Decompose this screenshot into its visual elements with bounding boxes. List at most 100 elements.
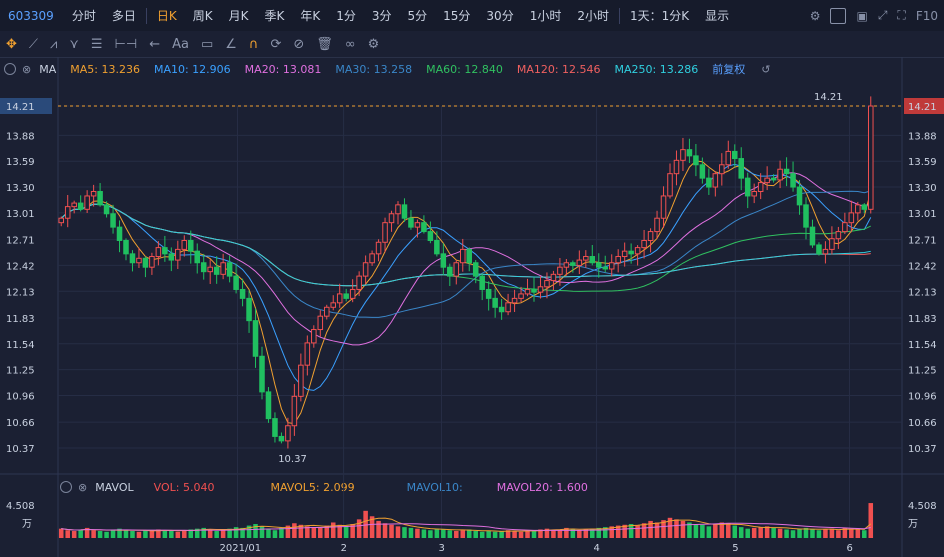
volume-bar: [622, 524, 627, 538]
tab-1hour[interactable]: 1小时: [529, 9, 562, 23]
volume-bar: [285, 525, 291, 538]
tab-3min[interactable]: 3分: [371, 9, 392, 23]
draw-settings-icon[interactable]: ⚙: [367, 36, 380, 52]
arrow-tool-icon[interactable]: ←: [149, 36, 161, 52]
tab-weekly-k[interactable]: 周K: [192, 9, 213, 23]
candle-body: [136, 257, 142, 264]
candle-body: [252, 320, 259, 357]
vol-close-icon[interactable]: ⊗: [78, 480, 88, 494]
volume-bar: [318, 527, 323, 538]
magnet-icon[interactable]: ∩: [248, 36, 259, 52]
tab-daily-k[interactable]: 日K: [156, 9, 177, 23]
candle-body: [842, 222, 848, 233]
candle-body: [246, 297, 252, 322]
volume-bar: [389, 524, 394, 538]
y-tick-label-left: 11.83: [6, 314, 35, 325]
candle-body: [226, 262, 233, 277]
checkbox-icon[interactable]: [830, 7, 847, 24]
volume-bar: [784, 529, 789, 538]
vol-title: MAVOL: [95, 480, 134, 494]
screenshot-icon[interactable]: ▣: [856, 8, 868, 23]
display-menu[interactable]: 显示: [705, 9, 730, 23]
volume-bar: [538, 529, 543, 538]
tab-2hour[interactable]: 2小时: [577, 9, 609, 23]
ma-close-icon[interactable]: ⊗: [22, 62, 32, 76]
candle-body: [660, 195, 667, 219]
candle-body: [220, 262, 226, 275]
candle-body: [712, 173, 719, 188]
volume-bar: [395, 526, 401, 538]
settings-gear-icon[interactable]: ⚙: [809, 8, 821, 23]
candle-body: [550, 273, 557, 282]
candle-body: [343, 293, 349, 299]
wave-tool-icon[interactable]: ⋎: [69, 36, 79, 52]
tab-multiday[interactable]: 多日: [111, 9, 136, 23]
expand-icon[interactable]: ⤢: [877, 8, 888, 22]
hide-icon[interactable]: ⊘: [293, 36, 305, 52]
volume-bar: [311, 527, 317, 538]
candle-body: [375, 241, 382, 255]
price-axis: 14.21 14.21 13.88 13.88 13.59 13.59 13.30 13.30…: [0, 92, 944, 554]
volume-bar: [182, 530, 187, 538]
candle-body: [576, 259, 583, 266]
stock-code[interactable]: 603309: [8, 8, 54, 23]
tab-1min[interactable]: 1分: [336, 9, 356, 23]
mavol5-label: MAVOL5: 2.099: [270, 480, 355, 494]
trash-icon[interactable]: 🗑: [316, 36, 333, 52]
candle-body: [213, 266, 220, 275]
tab-monthly-k[interactable]: 月K: [228, 9, 249, 23]
vol-axis-unit-right: 万: [908, 519, 918, 530]
candle-body: [285, 425, 291, 442]
vol-settings-icon[interactable]: [60, 481, 72, 493]
tab-30min[interactable]: 30分: [486, 9, 514, 23]
candle-body: [757, 182, 764, 192]
ma-settings-icon[interactable]: [4, 63, 16, 75]
volume-bar: [117, 528, 122, 538]
candle-body: [738, 158, 745, 179]
tab-timeshare[interactable]: 分时: [71, 9, 96, 23]
fullscreen-icon[interactable]: ⛶: [897, 8, 906, 22]
f10-button[interactable]: F10: [915, 8, 938, 23]
volume-bar: [84, 527, 90, 538]
volume-bar: [713, 524, 718, 538]
tab-yearly-k[interactable]: 年K: [300, 9, 321, 23]
text-tool[interactable]: Aa: [172, 36, 189, 52]
crosshair-icon[interactable]: ✥: [6, 36, 17, 52]
volume-bar: [162, 530, 168, 538]
y-tick-label-left: 13.88: [6, 131, 35, 142]
adjust-mode-button[interactable]: 前复权: [712, 63, 746, 76]
tab-5min[interactable]: 5分: [407, 9, 428, 23]
tab-15min[interactable]: 15分: [443, 9, 471, 23]
sync-icon[interactable]: ⟳: [270, 36, 282, 52]
volume-bar: [745, 528, 750, 538]
note-tool-icon[interactable]: ▭: [200, 36, 214, 52]
candle-body: [673, 159, 680, 175]
line-tool-icon[interactable]: ⟋: [28, 36, 39, 52]
volume-bar: [447, 530, 453, 538]
candle-body: [265, 391, 272, 420]
y-tick-label-right: 12.42: [908, 261, 937, 272]
candle-body: [103, 204, 110, 215]
volume-bar: [590, 528, 595, 538]
ma250-label: MA250: 13.286: [614, 62, 699, 76]
candle-body: [505, 302, 511, 313]
ruler-tool-icon[interactable]: ∠: [225, 36, 237, 52]
candle-body: [395, 204, 401, 215]
candle-body: [855, 204, 861, 214]
link-icon[interactable]: ∞: [344, 36, 356, 52]
candle-body: [719, 164, 725, 175]
fib-tool-icon[interactable]: ☰: [90, 36, 103, 52]
volume-bar: [266, 528, 271, 538]
tab-quarterly-k[interactable]: 季K: [264, 9, 285, 23]
range-select[interactable]: 1天：1分K: [629, 9, 690, 23]
channel-tool-icon[interactable]: ⩘: [50, 36, 58, 52]
candle-body: [595, 262, 602, 268]
undo-icon[interactable]: ↺: [761, 62, 771, 76]
range-tool-icon[interactable]: ⊢⊣: [114, 36, 138, 52]
candle-body: [835, 231, 842, 240]
min-price-annotation: 10.37: [278, 454, 307, 465]
candle-body: [764, 177, 770, 184]
candle-body: [317, 315, 324, 331]
candle-body: [531, 288, 537, 293]
